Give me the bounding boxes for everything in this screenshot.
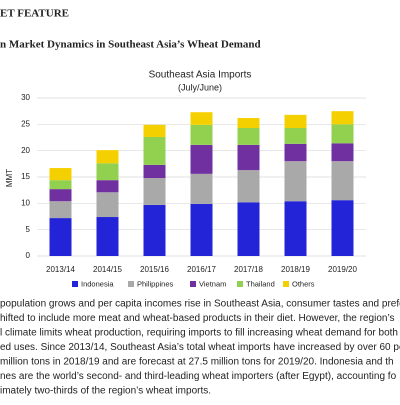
y-tick-label: 10 [21, 198, 30, 207]
legend-swatch [237, 281, 243, 287]
x-tick-label: 2018/19 [281, 265, 310, 274]
y-tick-label: 0 [26, 251, 31, 260]
legend-label: Thailand [246, 279, 275, 288]
bar-segment [143, 204, 166, 256]
legend-label: Vietnam [199, 279, 226, 288]
body-line: ed uses. Since 2013/14, Southeast Asia’s… [0, 342, 400, 353]
bar-segment [331, 111, 354, 125]
bar-segment [190, 144, 213, 174]
bar-segment [331, 143, 354, 162]
body-line: nes are the world’s second- and third-le… [0, 371, 397, 382]
y-tick-label: 25 [21, 119, 30, 128]
bar-segment [143, 136, 166, 165]
bar-segment [96, 192, 119, 218]
header-title: ET FEATURE [0, 8, 69, 20]
bar-segment [331, 124, 354, 144]
y-tick-label: 30 [21, 93, 30, 102]
x-tick-label: 2015/16 [140, 265, 169, 274]
chart-subtitle: (July/June) [178, 82, 222, 92]
bar-segment [190, 173, 213, 204]
legend-swatch [283, 281, 289, 287]
legend-swatch [128, 281, 134, 287]
bar-segment [284, 128, 307, 144]
bar-segment [49, 201, 72, 219]
bar-segment [96, 217, 119, 256]
y-tick-label: 20 [21, 146, 30, 155]
bar-segment [143, 164, 166, 179]
bar-segment [96, 163, 119, 181]
x-tick-label: 2017/18 [234, 265, 263, 274]
legend-swatch [190, 281, 196, 287]
x-tick-label: 2013/14 [46, 265, 75, 274]
bar-segment [49, 218, 72, 256]
bar-segment [284, 114, 307, 129]
y-tick-label: 5 [26, 225, 31, 234]
bar-segment [96, 150, 119, 164]
bar-segment [96, 180, 119, 193]
legend-swatch [72, 281, 78, 287]
legend-label: Indonesia [81, 279, 114, 288]
bar-segment [190, 112, 213, 125]
x-tick-label: 2019/20 [328, 265, 357, 274]
x-tick-label: 2016/17 [187, 265, 216, 274]
bar-segment [49, 180, 72, 190]
bar-segment [331, 161, 354, 201]
bar-segment [284, 201, 307, 256]
heading: n Market Dynamics in Southeast Asia’s Wh… [0, 39, 261, 51]
y-tick-label: 15 [21, 172, 30, 181]
legend-label: Others [292, 279, 315, 288]
bar-segment [237, 118, 260, 129]
bar-segment [143, 124, 166, 137]
bar-segment [143, 178, 166, 205]
body-line: hifted to include more meat and wheat-ba… [0, 313, 395, 324]
legend-label: Philippines [137, 279, 174, 288]
bar-segment [284, 161, 307, 202]
bar-segment [49, 189, 72, 202]
chart-title: Southeast Asia Imports [149, 70, 252, 81]
body-line: l climate limits wheat production, requi… [0, 328, 398, 339]
bar-segment [190, 124, 213, 145]
bar-segment [284, 143, 307, 162]
body-line: imately two-thirds of the region’s wheat… [0, 386, 211, 397]
body-line: population grows and per capita incomes … [0, 299, 400, 310]
bar-segment [190, 203, 213, 256]
bar-segment [237, 144, 260, 171]
bar-segment [237, 170, 260, 203]
bar-segment [237, 128, 260, 145]
y-axis-label: MMT [5, 169, 14, 187]
bar-segment [237, 202, 260, 256]
bar-segment [49, 168, 72, 181]
bar-segment [331, 200, 354, 256]
body-line: million tons in 2018/19 and are forecast… [0, 357, 394, 368]
x-tick-label: 2014/15 [93, 265, 122, 274]
